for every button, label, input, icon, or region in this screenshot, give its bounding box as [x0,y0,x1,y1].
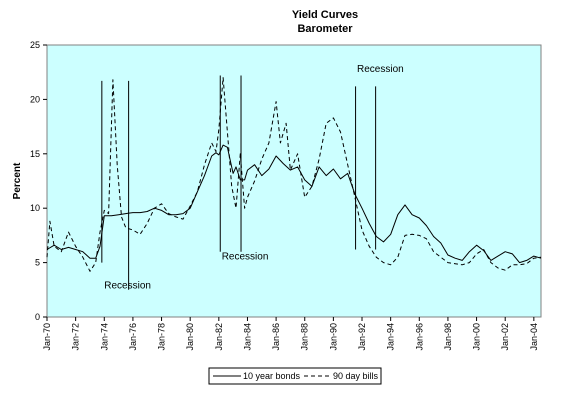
legend: 10 year bonds 90 day bills [208,367,382,385]
x-tick-label: Jan-90 [328,323,338,351]
x-tick-label: Jan-94 [386,323,396,351]
plot-area [46,44,542,318]
x-tick-label: Jan-84 [242,323,252,351]
x-tick-label: Jan-98 [443,323,453,351]
x-tick-label: Jan-80 [185,323,195,351]
y-axis-label: Percent [12,162,23,199]
x-tick-label: Jan-76 [128,323,138,351]
x-tick-label: Jan-78 [157,323,167,351]
legend-box [208,367,382,385]
chart-title: Yield Curves [292,9,358,21]
chart-subtitle: Barometer [297,23,353,35]
x-tick-label: Jan-92 [357,323,367,351]
y-tick-label: 20 [30,94,40,104]
line-90-day-bills [46,77,542,272]
y-tick-label: 15 [30,149,40,159]
x-tick-label: Jan-82 [214,323,224,351]
x-tick-label: Jan-88 [300,323,310,351]
x-tick-label: Jan-86 [271,323,281,351]
y-tick-label: 0 [35,312,40,322]
y-tick-label: 25 [30,40,40,50]
x-tick-label: Jan-00 [472,323,482,351]
recession-annotation: Recession [104,281,151,292]
x-tick-label: Jan-74 [99,323,109,351]
y-tick-label: 10 [30,203,40,213]
series-10-year-bonds [46,144,542,264]
annotations: Recession Recession Recession [104,64,403,292]
recession-annotation: Recession [222,251,269,262]
series-90-day-bills [46,77,542,272]
legend-label-10-year-bonds: 10 year bonds [243,371,301,381]
x-tick-label: Jan-02 [500,323,510,351]
x-tick-label: Jan-70 [42,323,52,351]
line-10-year-bonds [46,144,542,264]
x-tick-label: Jan-72 [71,323,81,351]
x-axis: Jan-70 Jan-72 Jan-74 Jan-76 Jan-78 Jan-80 Jan-… [42,317,539,351]
y-tick-label: 5 [35,258,40,268]
x-tick-label: Jan-96 [414,323,424,351]
legend-label-90-day-bills: 90 day bills [333,371,379,381]
y-axis: 0 5 10 15 20 25 [30,40,47,322]
x-tick-label: Jan-04 [529,323,539,351]
recession-annotation: Recession [357,64,404,75]
